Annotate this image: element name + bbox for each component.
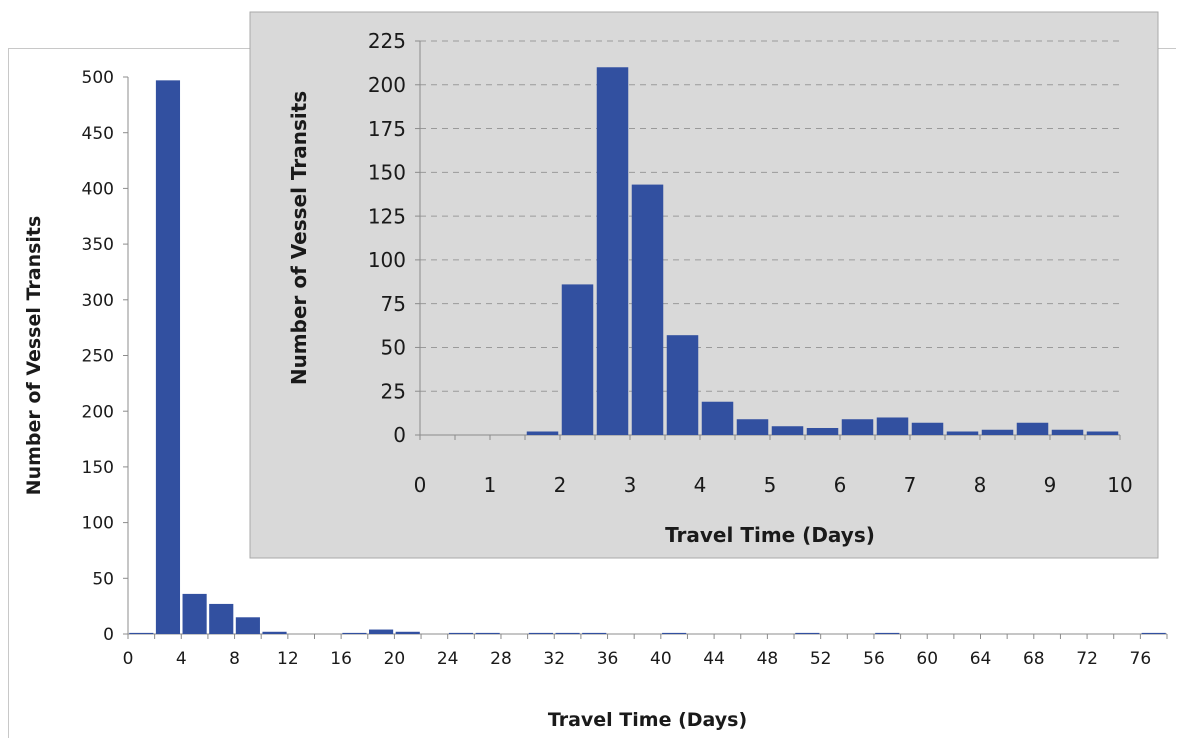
y-tick-label: 300: [82, 291, 114, 311]
y-tick-label: 75: [381, 292, 406, 316]
y-tick-label: 100: [82, 514, 114, 534]
x-tick-label: 8: [974, 473, 987, 497]
x-tick-label: 10: [1107, 473, 1132, 497]
inset-chart: 0 25 50 75 100 125 150 175 200 225 0 1 2 3 4 5 6 7 8 9 10 Tra…: [249, 11, 1159, 559]
y-tick-label: 250: [82, 347, 114, 367]
bar-3_5: [666, 335, 699, 435]
x-tick-label: 64: [970, 649, 992, 669]
y-tick-label: 225: [368, 29, 406, 53]
x-tick-label: 76: [1130, 649, 1152, 669]
bar-9_5: [1086, 431, 1119, 435]
bar-8: [981, 429, 1014, 435]
bar-6: [841, 419, 874, 435]
x-tick-label: 0: [123, 649, 134, 669]
x-tick-label: 7: [904, 473, 917, 497]
x-tick-label: 4: [694, 473, 707, 497]
y-tick-label: 200: [368, 73, 406, 97]
bar-2: [155, 80, 181, 635]
x-tick-label: 44: [703, 649, 725, 669]
bar-18: [369, 629, 394, 634]
x-tick-label: 1: [484, 473, 497, 497]
y-tick-label: 25: [381, 379, 406, 403]
x-tick-label: 20: [384, 649, 406, 669]
y-tick-label: 0: [393, 423, 406, 447]
y-tick-label: 500: [82, 68, 114, 88]
y-axis-title: Number of Vessel Transits: [287, 91, 311, 385]
x-tick-label: 0: [414, 473, 427, 497]
x-tick-label: 9: [1044, 473, 1057, 497]
bar-40: [662, 632, 687, 634]
bar-8: [235, 617, 260, 634]
bar-2: [561, 284, 594, 435]
x-tick-label: 48: [757, 649, 779, 669]
y-tick-label: 0: [103, 625, 114, 645]
x-tick-label: 56: [863, 649, 885, 669]
bar-5: [771, 426, 804, 435]
y-tick-label: 125: [368, 204, 406, 228]
bar-50: [795, 632, 820, 634]
bar-2_5: [596, 67, 629, 436]
x-tick-label: 32: [543, 649, 565, 669]
y-tick-label: 450: [82, 124, 114, 144]
bar-4_5: [736, 419, 769, 435]
x-tick-label: 68: [1023, 649, 1045, 669]
bar-6_5: [876, 417, 909, 435]
bar-24: [448, 632, 474, 634]
x-tick-label: 24: [437, 649, 459, 669]
x-tick-label: 2: [554, 473, 567, 497]
x-tick-label: 4: [176, 649, 187, 669]
x-tick-label: 16: [330, 649, 352, 669]
bar-1_5: [526, 431, 559, 435]
bar-5_5: [806, 427, 839, 435]
x-axis-title: Travel Time (Days): [548, 709, 747, 731]
x-tick-label: 60: [916, 649, 938, 669]
y-axis-title: Number of Vessel Transits: [23, 216, 45, 496]
bar-3: [631, 184, 664, 435]
x-tick-label: 6: [834, 473, 847, 497]
x-tick-label: 40: [650, 649, 672, 669]
y-tick-label: 50: [92, 569, 114, 589]
y-tick-label: 50: [381, 336, 406, 360]
bar-76: [1141, 632, 1166, 634]
y-tick-label: 200: [82, 402, 114, 422]
inset-panel: [249, 11, 1159, 559]
bar-56: [875, 632, 900, 634]
y-tick-label: 350: [82, 235, 114, 255]
x-tick-label: 8: [229, 649, 240, 669]
y-tick-label: 100: [368, 248, 406, 272]
bar-4: [182, 593, 207, 634]
bar-30: [528, 632, 554, 634]
x-tick-label: 36: [597, 649, 619, 669]
y-tick-label: 175: [368, 117, 406, 141]
x-tick-label: 3: [624, 473, 637, 497]
x-tick-label: 28: [490, 649, 512, 669]
bar-8_5: [1016, 422, 1049, 435]
bar-20: [395, 631, 420, 634]
bar-32: [555, 632, 580, 634]
bar-9: [1051, 429, 1084, 435]
x-tick-label: 12: [277, 649, 299, 669]
y-tick-label: 150: [368, 161, 406, 185]
bar-26: [475, 632, 500, 634]
x-tick-label: 72: [1076, 649, 1098, 669]
bar-34: [582, 632, 607, 634]
bar-7: [911, 422, 944, 435]
bar-6: [209, 603, 234, 634]
bar-4: [701, 401, 734, 435]
x-tick-label: 52: [810, 649, 832, 669]
x-axis-title: Travel Time (Days): [665, 523, 875, 547]
y-tick-label: 150: [82, 458, 114, 478]
bar-7_5: [946, 431, 979, 435]
y-tick-label: 400: [82, 180, 114, 200]
bar-16: [342, 632, 367, 634]
bar-0: [129, 632, 154, 634]
bar-10: [262, 631, 287, 634]
x-tick-label: 5: [764, 473, 777, 497]
